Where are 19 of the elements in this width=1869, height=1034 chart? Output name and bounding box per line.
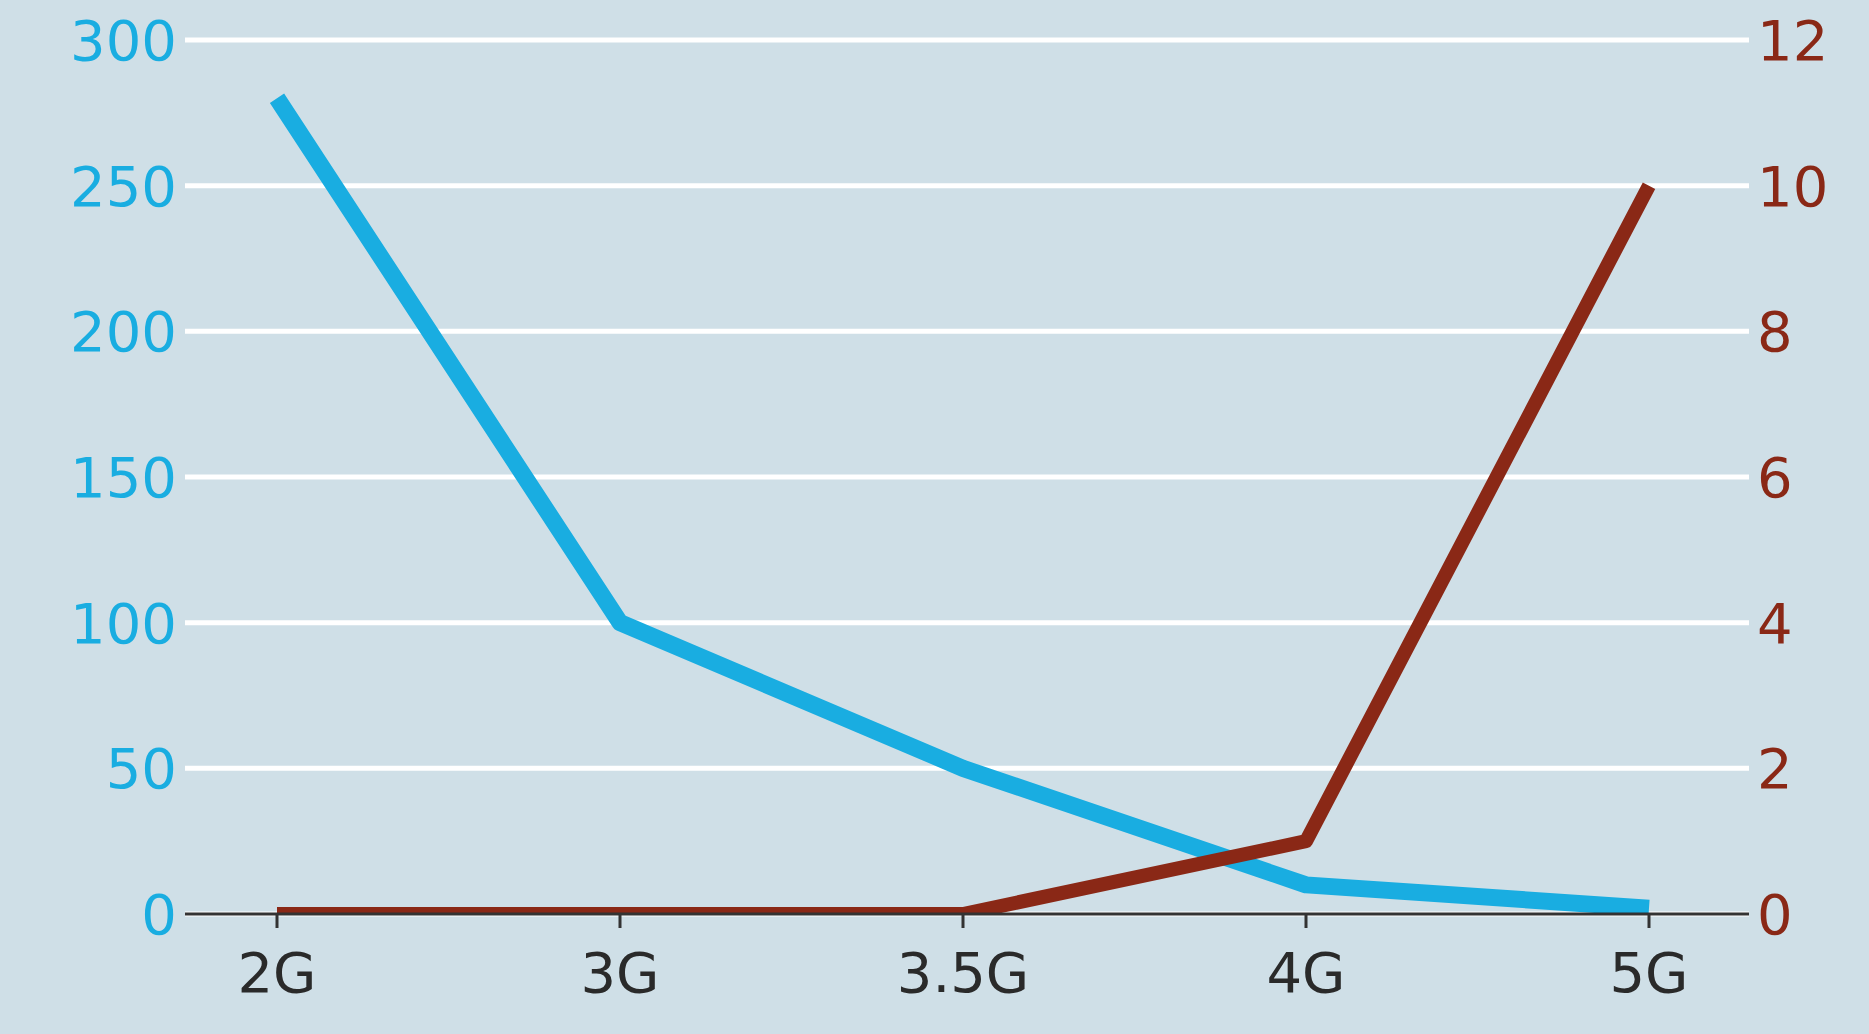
- x-tick-label: 3.5G: [896, 939, 1030, 1005]
- y-tick-label: 200: [70, 299, 177, 365]
- y-tick-label: 250: [70, 153, 177, 219]
- y2-tick-label: 4: [1757, 590, 1793, 656]
- y-tick-label: 100: [70, 590, 177, 656]
- x-tick-label: 4G: [1266, 939, 1346, 1005]
- y-tick-label: 150: [70, 444, 177, 510]
- y2-tick-label: 0: [1757, 881, 1793, 947]
- y2-tick-label: 10: [1757, 153, 1829, 219]
- x-tick-label: 3G: [580, 939, 660, 1005]
- y-tick-label: 300: [70, 7, 177, 73]
- y2-tick-label: 8: [1757, 299, 1793, 365]
- x-tick-label: 2G: [237, 939, 317, 1005]
- y2-tick-label: 6: [1757, 444, 1793, 510]
- x-tick-label: 5G: [1609, 939, 1689, 1005]
- y-tick-label: 0: [141, 881, 177, 947]
- y2-tick-label: 2: [1757, 736, 1793, 802]
- y-tick-label: 50: [105, 736, 177, 802]
- y2-tick-label: 12: [1757, 7, 1829, 73]
